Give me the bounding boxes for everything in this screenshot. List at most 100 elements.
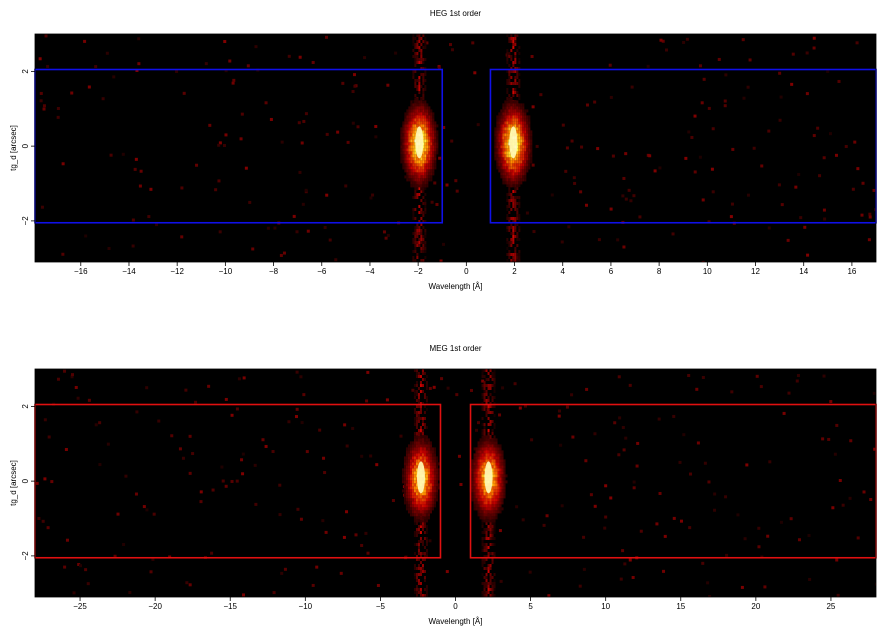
streak-pixel	[414, 61, 417, 64]
peak-pixel	[422, 163, 425, 167]
peak-pixel	[435, 474, 438, 478]
peak-pixel	[502, 148, 505, 152]
peak-pixel	[508, 172, 511, 176]
peak-pixel	[412, 145, 415, 149]
streak-pixel	[416, 43, 419, 46]
peak-pixel	[500, 109, 503, 113]
peak-pixel	[420, 169, 423, 173]
peak-pixel	[428, 160, 431, 164]
streak-pixel	[416, 235, 419, 238]
peak-pixel	[422, 160, 425, 164]
streak-pixel	[415, 405, 418, 408]
streak-pixel	[481, 537, 484, 540]
streak-pixel	[420, 49, 423, 52]
peak-pixel	[435, 459, 438, 463]
peak-pixel	[434, 142, 437, 146]
streak-pixel	[419, 429, 422, 432]
peak-pixel	[426, 160, 429, 164]
peak-pixel	[408, 136, 411, 140]
streak-pixel	[516, 208, 519, 211]
peak-pixel	[432, 154, 435, 158]
peak-pixel	[419, 432, 422, 436]
streak-pixel	[491, 555, 494, 558]
streak-pixel	[508, 226, 511, 229]
peak-pixel	[506, 163, 509, 167]
streak-pixel	[415, 411, 418, 414]
peak-pixel	[412, 181, 415, 185]
peak-pixel	[410, 109, 413, 113]
streak-pixel	[420, 208, 423, 211]
streak-pixel	[514, 208, 517, 211]
peak-pixel	[436, 145, 439, 149]
peak-pixel	[426, 133, 429, 137]
peak-pixel	[419, 444, 422, 448]
peak-pixel	[495, 480, 498, 484]
peak-pixel	[406, 175, 409, 179]
peak-pixel	[430, 172, 433, 176]
streak-pixel	[420, 43, 423, 46]
noise-pixel	[241, 472, 245, 476]
streak-pixel	[481, 396, 484, 399]
peak-pixel	[433, 447, 436, 451]
peak-pixel	[417, 519, 420, 523]
peak-pixel	[493, 444, 496, 448]
peak-pixel	[407, 504, 410, 508]
peak-pixel	[406, 127, 409, 131]
noise-pixel	[589, 493, 593, 497]
peak-pixel	[520, 112, 523, 116]
peak-pixel	[428, 169, 431, 173]
streak-pixel	[414, 229, 417, 232]
x-tick-label: 0	[464, 267, 469, 276]
peak-pixel	[499, 483, 502, 487]
noise-pixel	[241, 593, 245, 597]
peak-pixel	[479, 483, 482, 487]
streak-pixel	[512, 61, 515, 64]
peak-pixel	[471, 459, 474, 463]
peak-pixel	[493, 504, 496, 508]
peak-pixel	[502, 154, 505, 158]
streak-pixel	[424, 202, 427, 205]
x-tick-label: −15	[223, 602, 237, 611]
peak-pixel	[415, 516, 418, 520]
noise-pixel	[523, 404, 527, 408]
streak-pixel	[485, 573, 488, 576]
peak-pixel	[481, 471, 484, 475]
peak-pixel	[506, 154, 509, 158]
streak-pixel	[487, 378, 490, 381]
peak-pixel	[473, 480, 476, 484]
peak-pixel	[508, 181, 511, 185]
noise-pixel	[701, 375, 705, 379]
streak-pixel	[516, 94, 519, 97]
peak-pixel	[491, 495, 494, 499]
streak-pixel	[485, 399, 488, 402]
peak-pixel	[411, 483, 414, 487]
peak-pixel	[413, 486, 416, 490]
peak-pixel	[426, 166, 429, 170]
streak-pixel	[512, 241, 515, 244]
peak-pixel	[436, 136, 439, 140]
streak-pixel	[491, 534, 494, 537]
streak-pixel	[516, 73, 519, 76]
peak-pixel	[417, 438, 420, 442]
peak-pixel	[512, 112, 515, 116]
peak-pixel	[426, 127, 429, 131]
peak-pixel	[495, 501, 498, 505]
peak-pixel	[433, 450, 436, 454]
peak-pixel	[473, 456, 476, 460]
peak-pixel	[481, 462, 484, 466]
peak-pixel	[479, 507, 482, 511]
peak-pixel	[477, 480, 480, 484]
streak-pixel	[483, 567, 486, 570]
streak-pixel	[419, 390, 422, 393]
peak-pixel	[411, 477, 414, 481]
streak-pixel	[422, 46, 425, 49]
peak-pixel	[433, 468, 436, 472]
streak-pixel	[514, 76, 517, 79]
noise-pixel	[391, 499, 395, 503]
peak-pixel	[422, 145, 425, 149]
streak-pixel	[483, 528, 486, 531]
streak-pixel	[414, 226, 417, 229]
peak-pixel	[510, 112, 513, 116]
streak-pixel	[418, 49, 421, 52]
streak-pixel	[493, 405, 496, 408]
